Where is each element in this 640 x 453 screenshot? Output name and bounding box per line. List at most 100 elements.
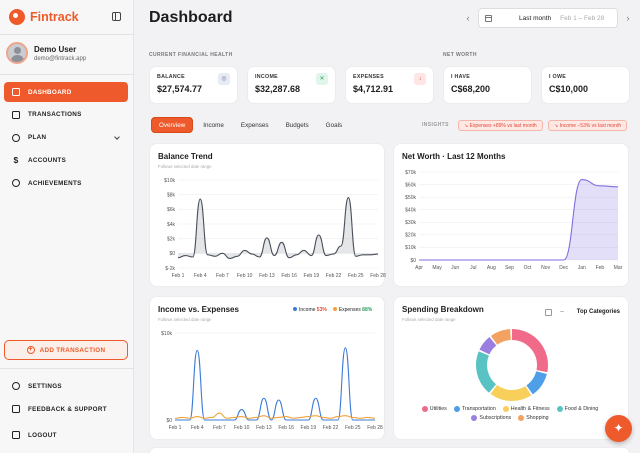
- x-tick-label: Feb 7: [216, 273, 229, 279]
- legend-item-utilities[interactable]: Utilities: [421, 406, 447, 412]
- nav-item-achievements[interactable]: ACHIEVEMENTS: [4, 173, 128, 193]
- tab-income[interactable]: Income: [203, 121, 224, 129]
- area-fill: [419, 179, 618, 260]
- x-tick-label: Feb 7: [213, 425, 226, 431]
- tab-budgets[interactable]: Budgets: [285, 121, 309, 129]
- nav-item-dashboard[interactable]: DASHBOARD: [4, 82, 128, 102]
- legend-label: Health & Fitness: [510, 406, 550, 412]
- insight-pill-income[interactable]: ↘ Income −53% vs last month: [548, 120, 628, 131]
- y-tick-label: $0: [410, 258, 416, 264]
- series-line-expenses: [174, 412, 376, 419]
- trend-icon[interactable]: ~: [560, 309, 565, 316]
- stat-label: I HAVE: [451, 74, 471, 80]
- x-tick-label: Sep: [505, 265, 514, 271]
- sidebar-toggle-icon[interactable]: [112, 12, 121, 21]
- legend-item-health-fitness[interactable]: Health & Fitness: [502, 406, 550, 412]
- x-tick-label: Jan: [578, 265, 586, 271]
- donut-slice-subscriptions: [479, 336, 497, 355]
- date-navigator: ‹ Last month Feb 1 – Feb 28 ›: [464, 8, 632, 28]
- x-tick-label: Dec: [559, 265, 568, 271]
- section-label-networth: NET WORTH: [443, 52, 477, 58]
- spending-legend: Utilities Transportation Health & Fitness F…: [412, 406, 608, 421]
- nav-item-settings[interactable]: SETTINGS: [4, 376, 128, 396]
- dashboard-tabs: Overview Income Expenses Budgets Goals: [151, 117, 349, 133]
- x-tick-label: Feb 19: [301, 425, 317, 431]
- x-tick-label: Feb: [596, 265, 605, 271]
- y-tick-label: $4k: [167, 222, 176, 228]
- tab-goals[interactable]: Goals: [325, 121, 343, 129]
- tab-expenses[interactable]: Expenses: [240, 121, 269, 129]
- stat-value: $4,712.91: [353, 84, 394, 94]
- stat-card-i-have[interactable]: I HAVE C$68,200: [443, 66, 532, 104]
- section-label-current: CURRENT FINANCIAL HEALTH: [149, 52, 233, 58]
- nav-item-feedback[interactable]: FEEDBACK & SUPPORT: [4, 399, 128, 419]
- x-tick-label: Feb 22: [326, 273, 342, 279]
- stat-value: $32,287.68: [255, 84, 301, 94]
- logo[interactable]: Fintrack: [9, 9, 79, 25]
- y-tick-label: $8k: [167, 192, 176, 198]
- calendar-icon: [485, 14, 492, 22]
- stat-card-balance[interactable]: BALANCE $27,574.77 ◎: [149, 66, 238, 104]
- legend-dot: [502, 406, 509, 412]
- legend-pct: 53%: [316, 307, 327, 313]
- stat-label: INCOME: [255, 74, 278, 80]
- donut-slice-transportation: [526, 371, 547, 395]
- next-period-button[interactable]: ›: [626, 13, 630, 23]
- card-title: Net Worth · Last 12 Months: [402, 152, 506, 161]
- x-tick-label: Feb 25: [345, 425, 361, 431]
- add-transaction-button[interactable]: + ADD TRANSACTION: [4, 340, 128, 360]
- insight-pill-expenses[interactable]: ↘ Expenses +89% vs last month: [458, 120, 543, 131]
- legend-label: Income: [299, 307, 316, 313]
- x-tick-label: Feb 16: [278, 425, 294, 431]
- user-name: Demo User: [34, 44, 77, 54]
- clipboard-icon[interactable]: [545, 309, 552, 316]
- legend-label: Utilities: [429, 406, 447, 412]
- y-tick-label: $10k: [405, 245, 416, 251]
- chart-legend: Income 53% Expenses 88%: [293, 307, 372, 313]
- x-tick-label: Mar: [614, 265, 623, 271]
- ai-assistant-button[interactable]: ✦: [605, 415, 632, 442]
- legend-item-transportation[interactable]: Transportation: [453, 406, 496, 412]
- nav-item-logout[interactable]: LOGOUT: [4, 425, 128, 445]
- legend-label: Expenses: [338, 307, 361, 313]
- stat-value: C$10,000: [549, 84, 589, 94]
- date-range-select[interactable]: Last month Feb 1 – Feb 28: [478, 8, 618, 28]
- x-tick-label: Jul: [470, 265, 476, 271]
- legend-dot: [471, 415, 478, 421]
- stat-card-i-owe[interactable]: I OWE C$10,000: [541, 66, 630, 104]
- legend-expenses[interactable]: Expenses 88%: [332, 307, 372, 313]
- add-transaction-label: ADD TRANSACTION: [39, 346, 106, 354]
- nav-label: FEEDBACK & SUPPORT: [28, 405, 107, 413]
- nav-label: DASHBOARD: [28, 88, 72, 96]
- gear-icon: [12, 382, 20, 390]
- x-tick-label: Feb 28: [367, 425, 383, 431]
- next-card-edge: [149, 447, 630, 453]
- x-tick-label: Feb 4: [194, 273, 207, 279]
- balance-trend-chart: $-2k $0 $2k $4k $6k $8k $10k Feb 1 Feb 4 Feb 7 Feb…: [164, 178, 386, 279]
- stat-label: EXPENSES: [353, 74, 384, 80]
- series-line-balance: [177, 197, 379, 260]
- stat-card-expenses[interactable]: EXPENSES $4,712.91 ↓: [345, 66, 434, 104]
- nav-item-accounts[interactable]: $ ACCOUNTS: [4, 150, 128, 170]
- x-tick-label: Feb 10: [234, 425, 250, 431]
- y-tick-label: $50k: [405, 195, 416, 201]
- nav-item-transactions[interactable]: TRANSACTIONS: [4, 105, 128, 125]
- top-categories-toggle[interactable]: Top Categories: [576, 309, 620, 315]
- card-title: Spending Breakdown: [402, 305, 484, 314]
- stat-card-income[interactable]: INCOME $32,287.68 ✕: [247, 66, 336, 104]
- fintrack-logo-icon: [9, 9, 25, 25]
- tab-overview[interactable]: Overview: [151, 117, 194, 133]
- legend-item-shopping[interactable]: Shopping: [518, 415, 549, 421]
- legend-income[interactable]: Income 53%: [293, 307, 327, 313]
- x-tick-label: Feb 1: [169, 425, 182, 431]
- nav-item-plan[interactable]: PLAN: [4, 128, 128, 148]
- legend-item-food-dining[interactable]: Food & Dining: [556, 406, 598, 412]
- pie-icon: [12, 133, 20, 142]
- x-tick-label: Feb 25: [348, 273, 364, 279]
- chat-icon: [12, 405, 20, 413]
- legend-item-subscriptions[interactable]: Subscriptions: [471, 415, 511, 421]
- prev-period-button[interactable]: ‹: [466, 13, 470, 23]
- card-subtitle: Follows selected date range: [402, 317, 456, 322]
- user-profile[interactable]: Demo User demo@fintrack.app: [6, 42, 86, 64]
- nav-label: SETTINGS: [28, 382, 62, 390]
